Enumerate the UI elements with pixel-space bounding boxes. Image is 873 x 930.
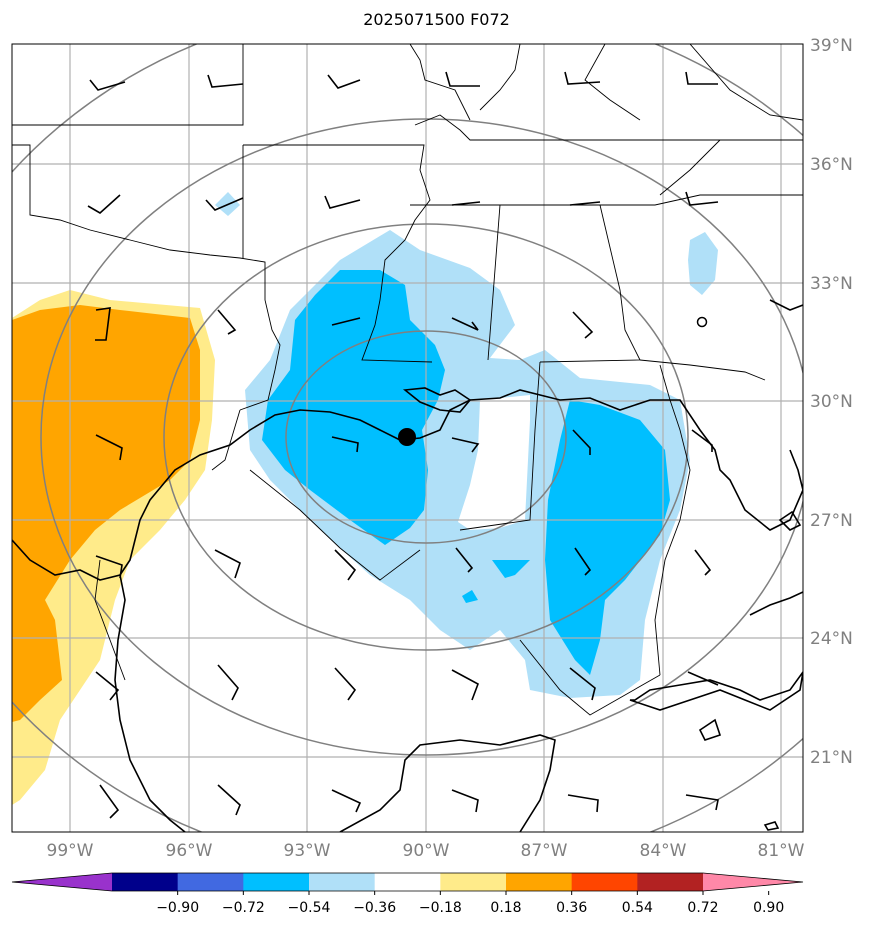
colorbar-tick-label: −0.36	[353, 900, 396, 916]
negative-anomaly-spot-2	[462, 590, 478, 603]
colorbar-segment	[506, 873, 573, 891]
negative-anomaly-west	[262, 270, 445, 545]
colorbar-tick-label: 0.72	[687, 900, 718, 916]
lat-label: 33°N	[810, 274, 853, 294]
lon-label: 90°W	[403, 841, 450, 861]
colorbar-segment	[243, 873, 310, 891]
lon-label: 99°W	[47, 841, 94, 861]
colorbar-segment	[112, 873, 179, 891]
lon-label: 87°W	[521, 841, 568, 861]
colorbar-tick-label: −0.90	[156, 900, 199, 916]
center-marker	[398, 428, 416, 446]
colorbar-tick-label: 0.54	[622, 900, 653, 916]
negative-anomaly-spot-3	[688, 232, 718, 295]
map-frame	[11, 43, 804, 833]
range-rings	[12, 44, 803, 832]
lat-label: 24°N	[810, 629, 853, 649]
colorbar-segment	[177, 873, 244, 891]
anomaly-fill-layer	[12, 192, 718, 805]
negative-anomaly-east	[545, 400, 670, 675]
colorbar-labels: −0.90 −0.72 −0.54 −0.36 −0.18 0.18 0.36 0.54 0.7…	[156, 891, 784, 916]
station-marker	[696, 316, 708, 328]
lat-label: 39°N	[810, 36, 853, 56]
wind-barbs	[87, 71, 719, 819]
lat-label: 21°N	[810, 748, 853, 768]
map-plot-area	[12, 44, 803, 832]
positive-anomaly-orange	[12, 305, 200, 722]
colorbar-outline	[11, 872, 804, 892]
latitude-labels: 39°N 36°N 33°N 30°N 27°N 24°N 21°N	[810, 36, 853, 768]
lat-label: 36°N	[810, 155, 853, 175]
colorbar-tick-label: −0.72	[222, 900, 265, 916]
lon-label: 96°W	[166, 841, 213, 861]
lon-label: 84°W	[640, 841, 687, 861]
colorbar-segment	[440, 873, 507, 891]
longitude-labels: 99°W 96°W 93°W 90°W 87°W 84°W 81°W	[47, 841, 805, 861]
lat-label: 30°N	[810, 392, 853, 412]
colorbar-tick-label: 0.36	[556, 900, 587, 916]
colorbar-segment	[637, 873, 704, 891]
neutral-notch	[458, 395, 530, 530]
lon-label: 81°W	[758, 841, 805, 861]
lat-label: 27°N	[810, 511, 853, 531]
map-title: 2025071500 F072	[363, 10, 510, 29]
political-boundaries	[12, 44, 803, 716]
colorbar	[11, 872, 804, 892]
colorbar-segment	[309, 873, 376, 891]
colorbar-tick-label: −0.54	[288, 900, 331, 916]
colorbar-segment	[374, 873, 441, 891]
colorbar-extend-high	[703, 873, 803, 891]
colorbar-tick-label: −0.18	[419, 900, 462, 916]
lon-label: 93°W	[284, 841, 331, 861]
colorbar-segment	[571, 873, 638, 891]
colorbar-tick-label: 0.90	[753, 900, 784, 916]
graticule	[12, 44, 803, 832]
colorbar-tick-label: 0.18	[490, 900, 521, 916]
negative-anomaly-spot-1	[492, 560, 530, 578]
colorbar-extend-low	[12, 873, 112, 891]
